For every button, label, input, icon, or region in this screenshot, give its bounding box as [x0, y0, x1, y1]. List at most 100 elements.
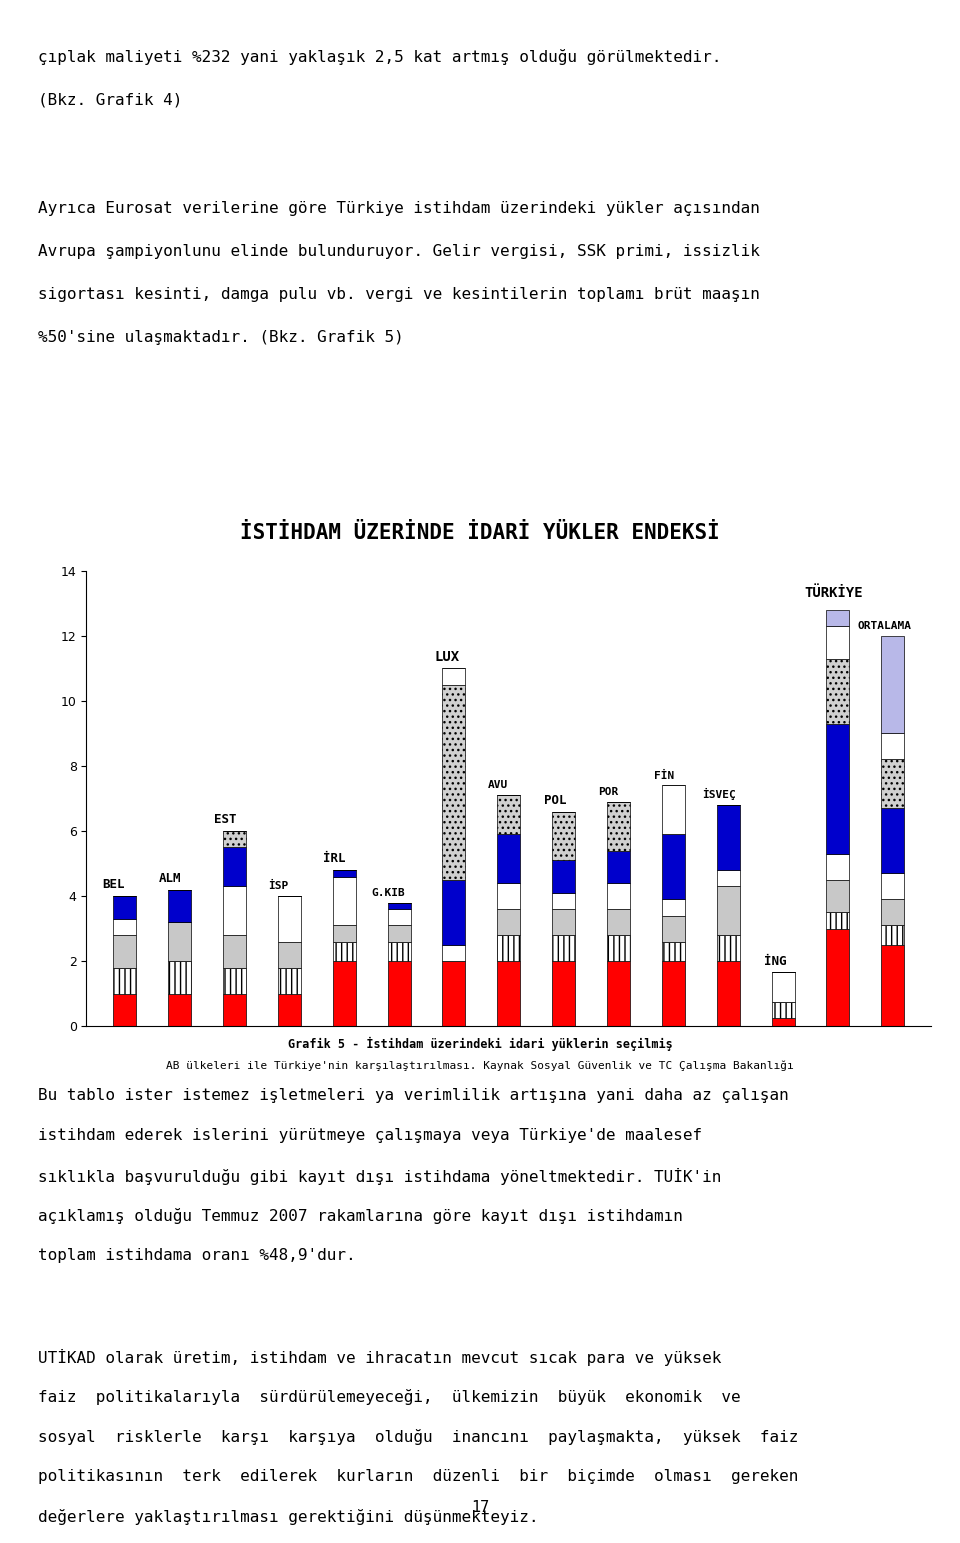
- Text: AVU: AVU: [488, 781, 508, 790]
- Bar: [443, 880, 466, 944]
- Bar: [223, 994, 246, 1026]
- Bar: [497, 909, 520, 935]
- Bar: [827, 724, 850, 853]
- Bar: [552, 935, 575, 961]
- Bar: [827, 853, 850, 880]
- Bar: [661, 835, 684, 900]
- Bar: [827, 929, 850, 1026]
- Text: İSP: İSP: [269, 881, 289, 892]
- Bar: [607, 909, 630, 935]
- Text: G.KIB: G.KIB: [372, 887, 405, 898]
- Bar: [223, 935, 246, 967]
- Text: toplam istihdama oranı %48,9'dur.: toplam istihdama oranı %48,9'dur.: [38, 1248, 356, 1264]
- Bar: [881, 733, 904, 759]
- Bar: [552, 909, 575, 935]
- Bar: [497, 835, 520, 883]
- Bar: [388, 903, 411, 909]
- Bar: [443, 685, 466, 880]
- Bar: [168, 923, 191, 961]
- Bar: [661, 785, 684, 835]
- Bar: [277, 941, 300, 967]
- Bar: [881, 944, 904, 1026]
- Bar: [607, 802, 630, 850]
- Bar: [277, 896, 300, 941]
- Text: çıplak maliyeti %232 yani yaklaşık 2,5 kat artmış olduğu görülmektedir.: çıplak maliyeti %232 yani yaklaşık 2,5 k…: [38, 49, 722, 65]
- Bar: [113, 967, 136, 994]
- Bar: [333, 870, 356, 876]
- Bar: [443, 961, 466, 1026]
- Text: UTİKAD olarak üretim, istihdam ve ihracatın mevcut sıcak para ve yüksek: UTİKAD olarak üretim, istihdam ve ihraca…: [38, 1349, 722, 1366]
- Text: İNG: İNG: [764, 955, 786, 967]
- Text: İRL: İRL: [324, 852, 346, 866]
- Bar: [333, 876, 356, 926]
- Bar: [552, 861, 575, 893]
- Bar: [388, 941, 411, 961]
- Bar: [388, 961, 411, 1026]
- Bar: [881, 900, 904, 926]
- Bar: [277, 994, 300, 1026]
- Text: İSVEÇ: İSVEÇ: [702, 788, 735, 801]
- Text: (Bkz. Grafik 4): (Bkz. Grafik 4): [38, 93, 182, 108]
- Bar: [772, 1018, 795, 1026]
- Bar: [827, 626, 850, 659]
- Bar: [113, 918, 136, 935]
- Bar: [717, 886, 740, 935]
- Bar: [881, 759, 904, 809]
- Bar: [113, 994, 136, 1026]
- Bar: [717, 805, 740, 870]
- Bar: [497, 883, 520, 909]
- Bar: [223, 832, 246, 847]
- Bar: [607, 961, 630, 1026]
- Bar: [607, 883, 630, 909]
- Text: AB ülkeleri ile Türkiye'nin karşılaştırılması. Kaynak Sosyal Güvenlik ve TC Çalı: AB ülkeleri ile Türkiye'nin karşılaştırı…: [166, 1060, 794, 1071]
- Bar: [223, 967, 246, 994]
- Text: sosyal  risklerle  karşı  karşıya  olduğu  inancını  paylaşmakta,  yüksek  faiz: sosyal risklerle karşı karşıya olduğu in…: [38, 1429, 799, 1444]
- Bar: [168, 994, 191, 1026]
- Text: BEL: BEL: [102, 878, 124, 892]
- Bar: [827, 659, 850, 724]
- Bar: [223, 886, 246, 935]
- Bar: [881, 809, 904, 873]
- Bar: [717, 935, 740, 961]
- Bar: [277, 967, 300, 994]
- Bar: [661, 941, 684, 961]
- Text: POR: POR: [598, 787, 618, 796]
- Text: Bu tablo ister istemez işletmeleri ya verimlilik artışına yani daha az çalışan: Bu tablo ister istemez işletmeleri ya ve…: [38, 1088, 789, 1103]
- Text: açıklamış olduğu Temmuz 2007 rakamlarına göre kayıt dışı istihdamın: açıklamış olduğu Temmuz 2007 rakamlarına…: [38, 1208, 684, 1224]
- Bar: [717, 961, 740, 1026]
- Bar: [552, 961, 575, 1026]
- Text: Avrupa şampiyonlunu elinde bulunduruyor. Gelir vergisi, SSK primi, issizlik: Avrupa şampiyonlunu elinde bulunduruyor.…: [38, 244, 760, 259]
- Bar: [168, 961, 191, 994]
- Text: istihdam ederek islerini yürütmeye çalışmaya veya Türkiye'de maalesef: istihdam ederek islerini yürütmeye çalış…: [38, 1128, 703, 1143]
- Bar: [827, 880, 850, 912]
- Bar: [388, 926, 411, 941]
- Text: Grafik 5 - İstihdam üzerindeki idari yüklerin seçilmiş: Grafik 5 - İstihdam üzerindeki idari yük…: [288, 1037, 672, 1051]
- Text: %50'sine ulaşmaktadır. (Bkz. Grafik 5): %50'sine ulaşmaktadır. (Bkz. Grafik 5): [38, 330, 404, 346]
- Bar: [333, 926, 356, 941]
- Text: ALM: ALM: [158, 872, 181, 884]
- Bar: [223, 847, 246, 886]
- Bar: [552, 893, 575, 909]
- Bar: [443, 668, 466, 685]
- Bar: [168, 889, 191, 923]
- Bar: [333, 961, 356, 1026]
- Bar: [827, 912, 850, 929]
- Text: sıklıkla başvurulduğu gibi kayıt dışı istihdama yöneltmektedir. TUİK'in: sıklıkla başvurulduğu gibi kayıt dışı is…: [38, 1168, 722, 1185]
- Bar: [388, 909, 411, 926]
- Bar: [607, 850, 630, 883]
- Bar: [772, 972, 795, 1001]
- Text: İSTİHDAM ÜZERİNDE İDARİ YÜKLER ENDEKSİ: İSTİHDAM ÜZERİNDE İDARİ YÜKLER ENDEKSİ: [240, 523, 720, 543]
- Text: politikasının  terk  edilerek  kurların  düzenli  bir  biçimde  olması  gereken: politikasının terk edilerek kurların düz…: [38, 1469, 799, 1484]
- Text: değerlere yaklaştırılması gerektiğini düşünmekteyiz.: değerlere yaklaştırılması gerektiğini dü…: [38, 1509, 539, 1524]
- Text: 17: 17: [470, 1500, 490, 1515]
- Bar: [661, 961, 684, 1026]
- Bar: [881, 636, 904, 733]
- Bar: [497, 795, 520, 835]
- Bar: [881, 926, 904, 944]
- Text: LUX: LUX: [435, 650, 460, 663]
- Bar: [772, 1001, 795, 1018]
- Bar: [443, 944, 466, 961]
- Text: EST: EST: [214, 813, 236, 826]
- Bar: [113, 935, 136, 967]
- Bar: [607, 935, 630, 961]
